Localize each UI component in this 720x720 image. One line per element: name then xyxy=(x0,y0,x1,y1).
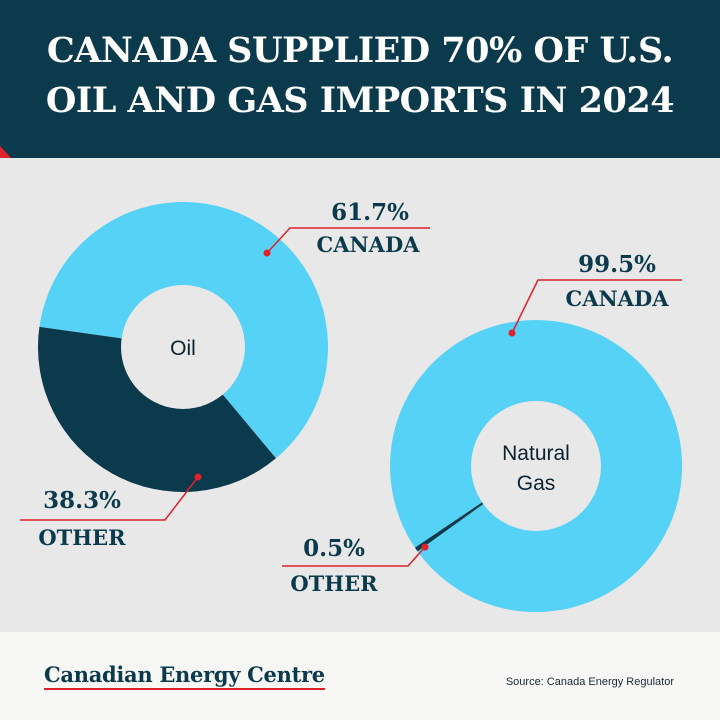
oil-canada-leader-line xyxy=(266,227,430,254)
oil-other-slice xyxy=(37,326,276,492)
gas-canada-label: CANADA xyxy=(565,286,669,311)
page-title: CANADA SUPPLIED 70% OF U.S. OIL AND GAS … xyxy=(0,26,720,126)
title-line-2: OIL AND GAS IMPORTS IN 2024 xyxy=(45,80,675,121)
oil-donut-hole xyxy=(121,285,245,409)
oil-center-label: Oil xyxy=(170,337,196,360)
title-line-1: CANADA SUPPLIED 70% OF U.S. xyxy=(46,30,674,71)
source-note: Source: Canada Energy Regulator xyxy=(505,676,674,688)
gas-other-leader-line xyxy=(282,546,426,567)
oil-other-label: OTHER xyxy=(38,525,126,550)
oil-canada-label: CANADA xyxy=(316,232,420,257)
gas-canada-leader-line xyxy=(511,279,682,334)
oil-donut: Oil 61.7% CANADA 38.3% OTHER xyxy=(20,199,430,550)
gas-other-leader-dot xyxy=(421,543,429,551)
brand-logo-text: Canadian Energy Centre xyxy=(44,662,325,690)
gas-donut-hole xyxy=(471,401,601,531)
oil-other-leader-dot xyxy=(194,473,202,481)
oil-other-percent: 38.3% xyxy=(43,487,121,514)
oil-canada-leader-dot xyxy=(263,249,271,257)
footer xyxy=(0,632,720,720)
gas-other-label: OTHER xyxy=(290,571,378,596)
gas-canada-leader-dot xyxy=(508,329,516,337)
gas-center-label-line-1: Natural xyxy=(502,442,570,465)
oil-canada-percent: 61.7% xyxy=(331,199,409,226)
gas-center-label-line-2: Gas xyxy=(517,472,556,495)
gas-canada-percent: 99.5% xyxy=(578,251,656,278)
gas-donut: Natural Gas 99.5% CANADA 0.5% OTHER xyxy=(282,251,683,613)
header-banner xyxy=(0,0,720,158)
gas-other-percent: 0.5% xyxy=(303,535,365,562)
oil-other-leader-line xyxy=(20,476,199,521)
